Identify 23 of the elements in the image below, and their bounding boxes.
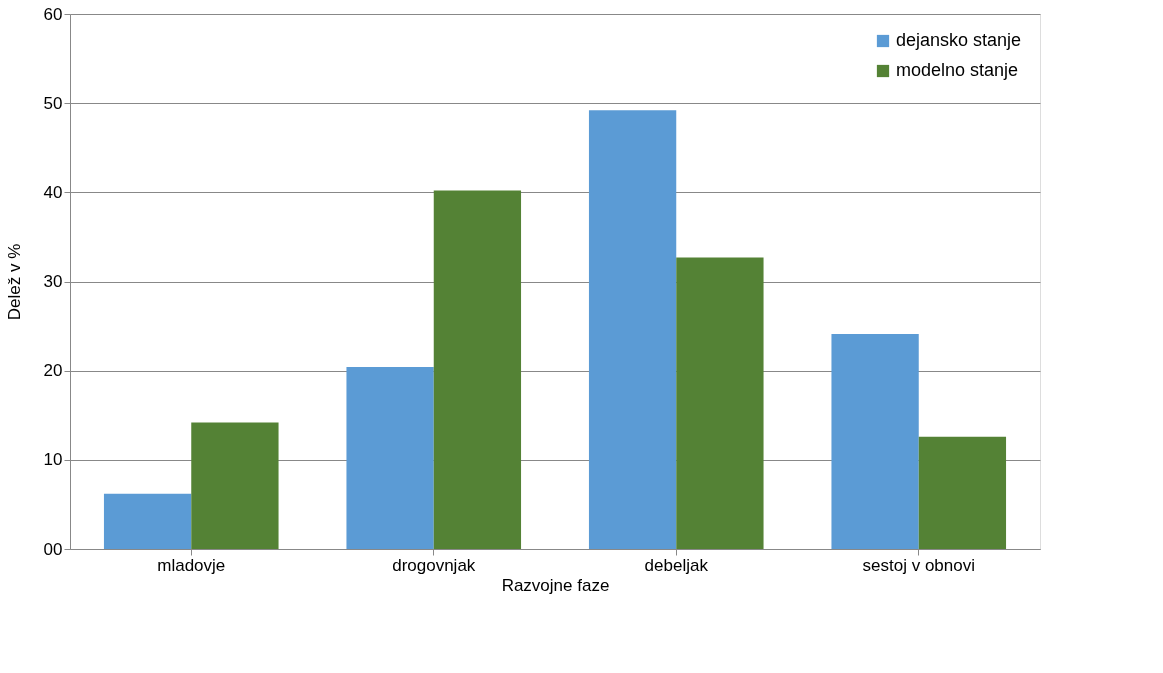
legend-label: modelno stanje (896, 60, 1019, 80)
bar (433, 190, 522, 549)
y-tick-label: 50 (43, 93, 63, 113)
bar (103, 493, 192, 549)
y-axis-title: Delež v % (4, 243, 24, 321)
y-tick-label: 30 (43, 272, 63, 291)
y-tick-label: 20 (43, 361, 63, 381)
y-tick-label: 10 (43, 450, 63, 470)
x-tick-label: drogovnjak (392, 555, 476, 575)
x-tick-label: sestoj v obnovi (862, 555, 975, 575)
bar (191, 422, 279, 549)
y-tick-label: 40 (43, 182, 63, 202)
y-tick-label: 60 (43, 4, 63, 24)
legend-label: dejansko stanje (896, 30, 1022, 50)
y-tick-label: 00 (43, 539, 63, 559)
x-tick-label: mladovje (157, 555, 226, 575)
bar (918, 436, 1007, 549)
x-axis-title: Razvojne faze (501, 575, 610, 595)
x-tick-label: debeljak (644, 555, 709, 575)
bar (676, 257, 764, 549)
bar (346, 367, 434, 549)
bar (831, 334, 919, 549)
bar (588, 110, 677, 549)
